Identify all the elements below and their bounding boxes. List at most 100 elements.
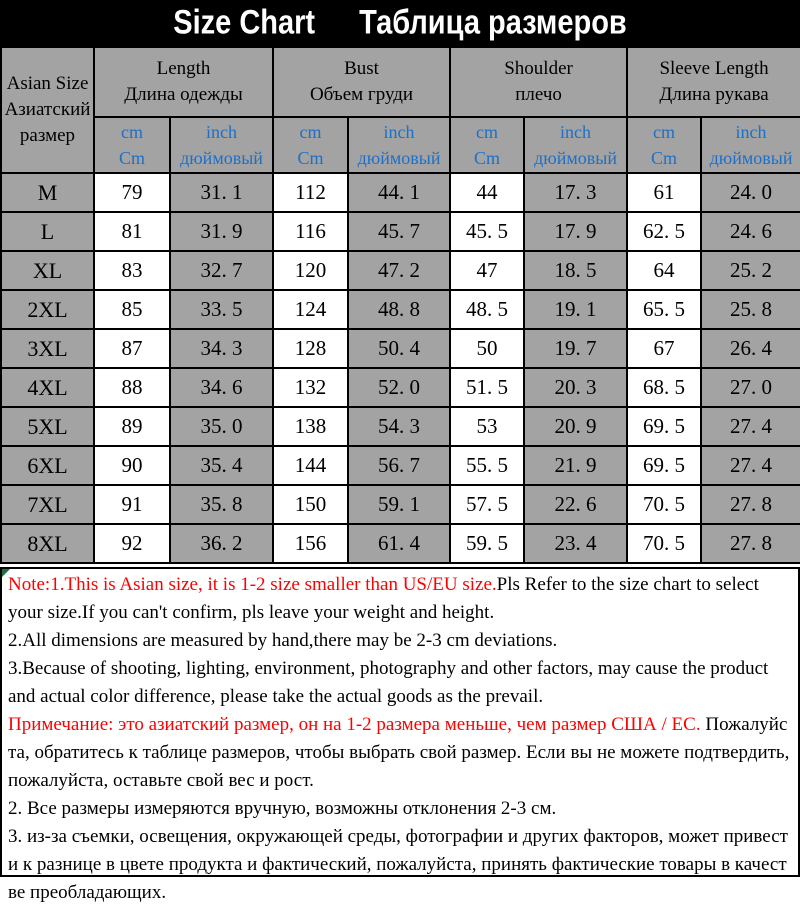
cm-value-cell: 90 — [93, 445, 171, 486]
inch-value-cell: 21. 9 — [523, 445, 629, 486]
size-table-body: M 79 31. 1 112 44. 1 44 17. 3 61 24. 0 L 81 31. 9 11… — [0, 172, 800, 564]
note-red-text: Note:1.This is Asian size, it is 1-2 siz… — [8, 574, 497, 595]
inch-value-cell: 25. 2 — [700, 250, 800, 291]
inch-value-cell: 19. 7 — [523, 328, 629, 369]
inch-value-cell: 18. 5 — [523, 250, 629, 291]
note-black-text: 2. Все размеры измеряются вручную, возмо… — [8, 798, 557, 819]
cm-value-cell: 112 — [272, 172, 350, 213]
cm-value-cell: 64 — [626, 250, 703, 291]
inch-value-cell: 17. 9 — [523, 211, 629, 252]
shoulder-label-ru: плечо — [515, 84, 562, 105]
cm-value-cell: 51. 5 — [449, 367, 526, 408]
inch-label: inch — [560, 122, 592, 142]
cm-label-alt: Cm — [651, 148, 678, 168]
inch-value-cell: 59. 1 — [347, 484, 452, 525]
length-inch-header: inch дюймовый — [168, 116, 275, 174]
inch-label-ru: дюймовый — [357, 148, 441, 168]
inch-value-cell: 34. 3 — [168, 328, 275, 369]
sleeve-length-header: Sleeve Length Длина рукава — [626, 46, 800, 118]
size-label: 8XL — [0, 523, 95, 564]
inch-label-ru: дюймовый — [180, 148, 263, 168]
cm-value-cell: 48. 5 — [449, 289, 526, 330]
unit-header-row: cm Cm inch дюймовый cm Cm inch дюймовый … — [1, 116, 800, 174]
length-label-en: Length — [156, 58, 211, 79]
inch-value-cell: 17. 3 — [523, 172, 629, 213]
cm-value-cell: 62. 5 — [626, 211, 703, 252]
size-label: 4XL — [0, 367, 95, 408]
cm-value-cell: 67 — [626, 328, 703, 369]
notes-en-block: Note:1.This is Asian size, it is 1-2 siz… — [8, 571, 792, 711]
size-label: L — [0, 211, 95, 252]
cm-value-cell: 150 — [272, 484, 350, 525]
inch-value-cell: 27. 4 — [700, 406, 800, 447]
asian-size-label-ru2: размер — [19, 125, 76, 146]
inch-value-cell: 47. 2 — [347, 250, 452, 291]
inch-label-ru: дюймовый — [709, 148, 793, 168]
inch-value-cell: 35. 0 — [168, 406, 275, 447]
cm-value-cell: 81 — [93, 211, 171, 252]
note-line: 3. из-за съемки, освещения, окружающей с… — [8, 823, 792, 907]
inch-value-cell: 35. 8 — [168, 484, 275, 525]
inch-value-cell: 56. 7 — [347, 445, 452, 486]
note-black-text: Pls Refer to the size chart to select yo… — [8, 574, 759, 623]
inch-label: inch — [383, 122, 415, 142]
cm-value-cell: 156 — [272, 523, 350, 564]
inch-value-cell: 54. 3 — [347, 406, 452, 447]
cm-value-cell: 65. 5 — [626, 289, 703, 330]
cm-value-cell: 68. 5 — [626, 367, 703, 408]
length-cm-header: cm Cm — [93, 116, 171, 174]
sleeve-inch-header: inch дюймовый — [700, 116, 800, 174]
inch-value-cell: 25. 8 — [700, 289, 800, 330]
inch-value-cell: 23. 4 — [523, 523, 629, 564]
note-red-text: Примечание: это азиатский размер, он на … — [8, 714, 701, 735]
table-row: 5XL 89 35. 0 138 54. 3 53 20. 9 69. 5 27. 4 — [0, 406, 800, 447]
cm-label-alt: Cm — [297, 148, 324, 168]
group-header-row: Asian Size Азиатский размер Length Длина… — [0, 46, 800, 174]
size-label: M — [0, 172, 95, 213]
asian-size-label-ru1: Азиатский — [4, 99, 91, 120]
note-line: 2. Все размеры измеряются вручную, возмо… — [8, 795, 792, 823]
inch-label-ru: дюймовый — [534, 148, 617, 168]
size-label: 6XL — [0, 445, 95, 486]
note-black-text: 2.All dimensions are measured by hand,th… — [8, 630, 558, 651]
length-header: Length Длина одежды — [92, 46, 275, 118]
inch-value-cell: 20. 3 — [523, 367, 629, 408]
inch-value-cell: 44. 1 — [347, 172, 452, 213]
table-row: 4XL 88 34. 6 132 52. 0 51. 5 20. 3 68. 5 27. 0 — [0, 367, 800, 408]
size-label: 5XL — [0, 406, 95, 447]
inch-value-cell: 22. 6 — [523, 484, 629, 525]
asian-size-header: Asian Size Азиатский размер — [0, 46, 95, 174]
bust-label-ru: Объем груди — [309, 84, 414, 105]
cm-value-cell: 89 — [93, 406, 171, 447]
table-row: M 79 31. 1 112 44. 1 44 17. 3 61 24. 0 — [0, 172, 800, 213]
cm-value-cell: 83 — [93, 250, 171, 291]
cm-label-alt: Cm — [474, 148, 501, 168]
notes-section: Note:1.This is Asian size, it is 1-2 siz… — [0, 567, 800, 903]
cm-value-cell: 69. 5 — [626, 445, 703, 486]
inch-value-cell: 27. 0 — [700, 367, 800, 408]
inch-value-cell: 36. 2 — [168, 523, 275, 564]
inch-value-cell: 48. 8 — [347, 289, 452, 330]
cm-value-cell: 44 — [449, 172, 526, 213]
bust-inch-header: inch дюймовый — [347, 116, 452, 174]
cm-value-cell: 61 — [626, 172, 703, 213]
inch-value-cell: 34. 6 — [168, 367, 275, 408]
cm-value-cell: 132 — [272, 367, 350, 408]
green-corner-marker-icon — [2, 569, 10, 577]
note-line: Примечание: это азиатский размер, он на … — [8, 711, 792, 795]
cm-value-cell: 138 — [272, 406, 350, 447]
shoulder-header: Shoulder плечо — [449, 46, 629, 118]
sleeve-cm-header: cm Cm — [626, 116, 703, 174]
length-label-ru: Длина одежды — [124, 84, 243, 105]
note-black-text: 3.Because of shooting, lighting, environ… — [8, 658, 769, 707]
cm-value-cell: 59. 5 — [449, 523, 526, 564]
note-black-text: Пожалуйста, обратитесь к таблице размеро… — [8, 714, 790, 791]
size-label: XL — [0, 250, 95, 291]
cm-value-cell: 79 — [93, 172, 171, 213]
inch-value-cell: 33. 5 — [168, 289, 275, 330]
cm-value-cell: 55. 5 — [449, 445, 526, 486]
cm-value-cell: 50 — [449, 328, 526, 369]
shoulder-label-en: Shoulder — [504, 58, 573, 79]
bust-header: Bust Объем груди — [272, 46, 452, 118]
